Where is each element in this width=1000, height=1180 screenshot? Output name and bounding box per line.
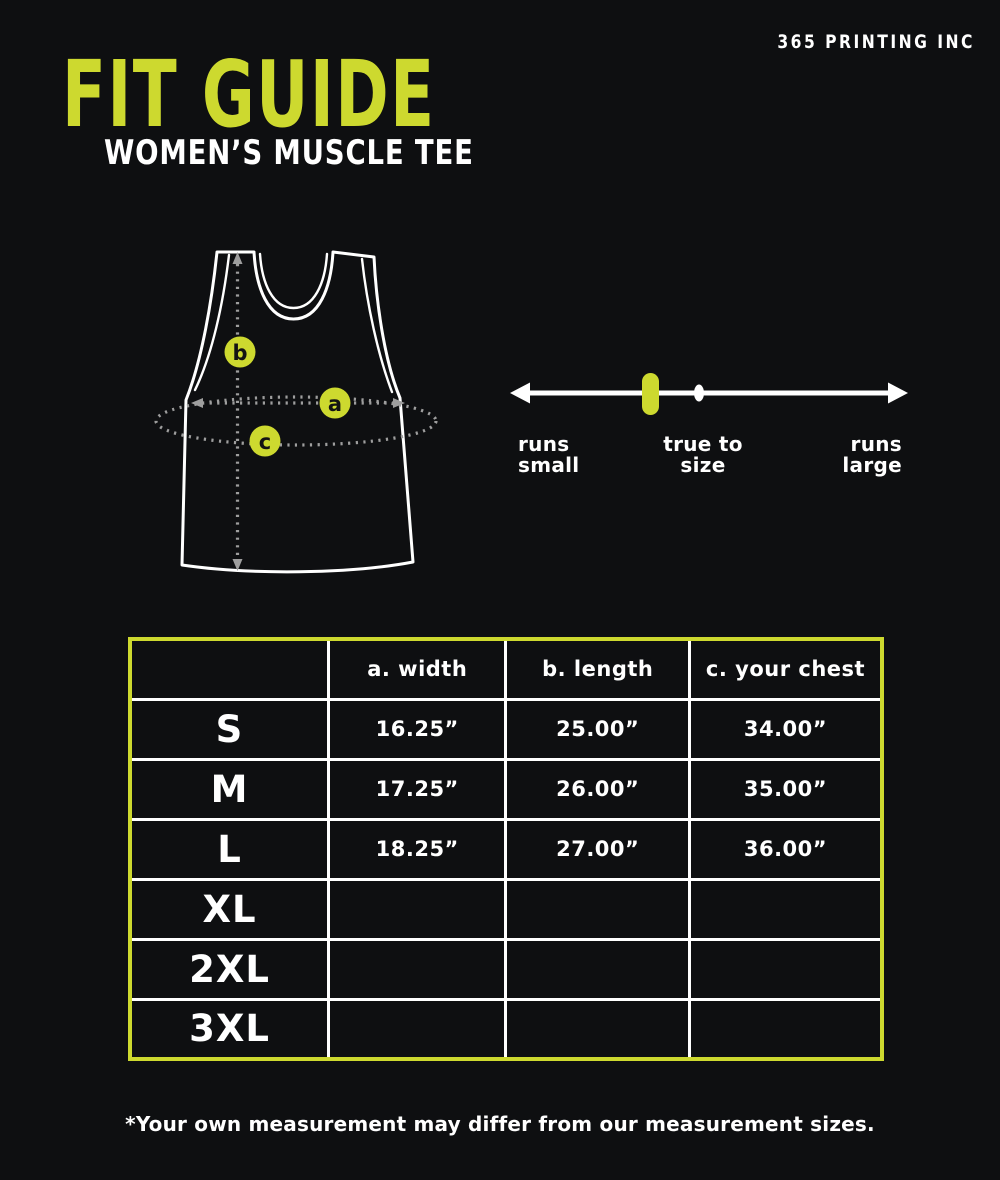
width-value (327, 877, 508, 941)
marker-b-letter: b (232, 341, 247, 365)
width-value (327, 997, 508, 1061)
brand-text: 365 PRINTING INC (777, 31, 975, 53)
table-header-row: a. width b. length c. your chest (128, 637, 884, 701)
width-value: 17.25” (327, 757, 508, 821)
tee-outline-icon (180, 250, 415, 574)
size-label: L (128, 817, 331, 881)
length-value: 27.00” (504, 817, 691, 881)
length-value: 25.00” (504, 697, 691, 761)
label-true-to-size: true to size (643, 434, 763, 476)
length-value (504, 937, 691, 1001)
header-length: b. length (504, 637, 691, 701)
chest-measure-ellipse (154, 395, 438, 447)
marker-b: b (224, 336, 256, 368)
length-value (504, 877, 691, 941)
label-runs-large: runs large (822, 434, 902, 476)
fit-scale-axis-icon (510, 382, 908, 404)
size-label: M (128, 757, 331, 821)
table-row: 2XL (128, 937, 884, 1001)
muscle-tee-diagram: b a c (154, 250, 438, 574)
marker-a-letter: a (328, 392, 342, 416)
size-label: S (128, 697, 331, 761)
page-title: FIT GUIDE (62, 41, 436, 148)
table-row: S 16.25” 25.00” 34.00” (128, 697, 884, 761)
size-label: 3XL (128, 997, 331, 1061)
table-row: XL (128, 877, 884, 941)
width-value: 16.25” (327, 697, 508, 761)
width-value: 18.25” (327, 817, 508, 881)
table-row: M 17.25” 26.00” 35.00” (128, 757, 884, 821)
table-row: L 18.25” 27.00” 36.00” (128, 817, 884, 881)
header-width: a. width (327, 637, 508, 701)
header-size (128, 637, 331, 701)
label-runs-small: runs small (518, 434, 579, 476)
fit-indicator (642, 373, 659, 415)
size-label: 2XL (128, 937, 331, 1001)
marker-c: c (249, 425, 281, 457)
length-value: 26.00” (504, 757, 691, 821)
runs-large-line1: runs (850, 432, 902, 456)
size-table: a. width b. length c. your chest S 16.25… (128, 637, 884, 1061)
table-row: 3XL (128, 997, 884, 1061)
true-to-size-dot (694, 384, 704, 402)
footnote: *Your own measurement may differ from ou… (125, 1112, 875, 1136)
length-measure-arrow (232, 252, 243, 571)
chest-value (687, 937, 884, 1001)
width-value (327, 937, 508, 1001)
fit-scale (510, 373, 908, 415)
chest-value: 34.00” (687, 697, 884, 761)
runs-small-line1: runs (518, 432, 570, 456)
page-subtitle: WOMEN’S MUSCLE TEE (104, 133, 474, 173)
true-to-size-line1: true to (663, 432, 743, 456)
runs-small-line2: small (518, 453, 580, 477)
width-measure-arrow (191, 398, 405, 408)
chest-value: 36.00” (687, 817, 884, 881)
marker-a: a (319, 387, 351, 419)
chest-value: 35.00” (687, 757, 884, 821)
size-label: XL (128, 877, 331, 941)
true-to-size-line2: size (680, 453, 726, 477)
length-value (504, 997, 691, 1061)
header-chest: c. your chest (687, 637, 884, 701)
chest-value (687, 997, 884, 1061)
chest-value (687, 877, 884, 941)
marker-c-letter: c (259, 430, 271, 454)
runs-large-line2: large (842, 453, 902, 477)
